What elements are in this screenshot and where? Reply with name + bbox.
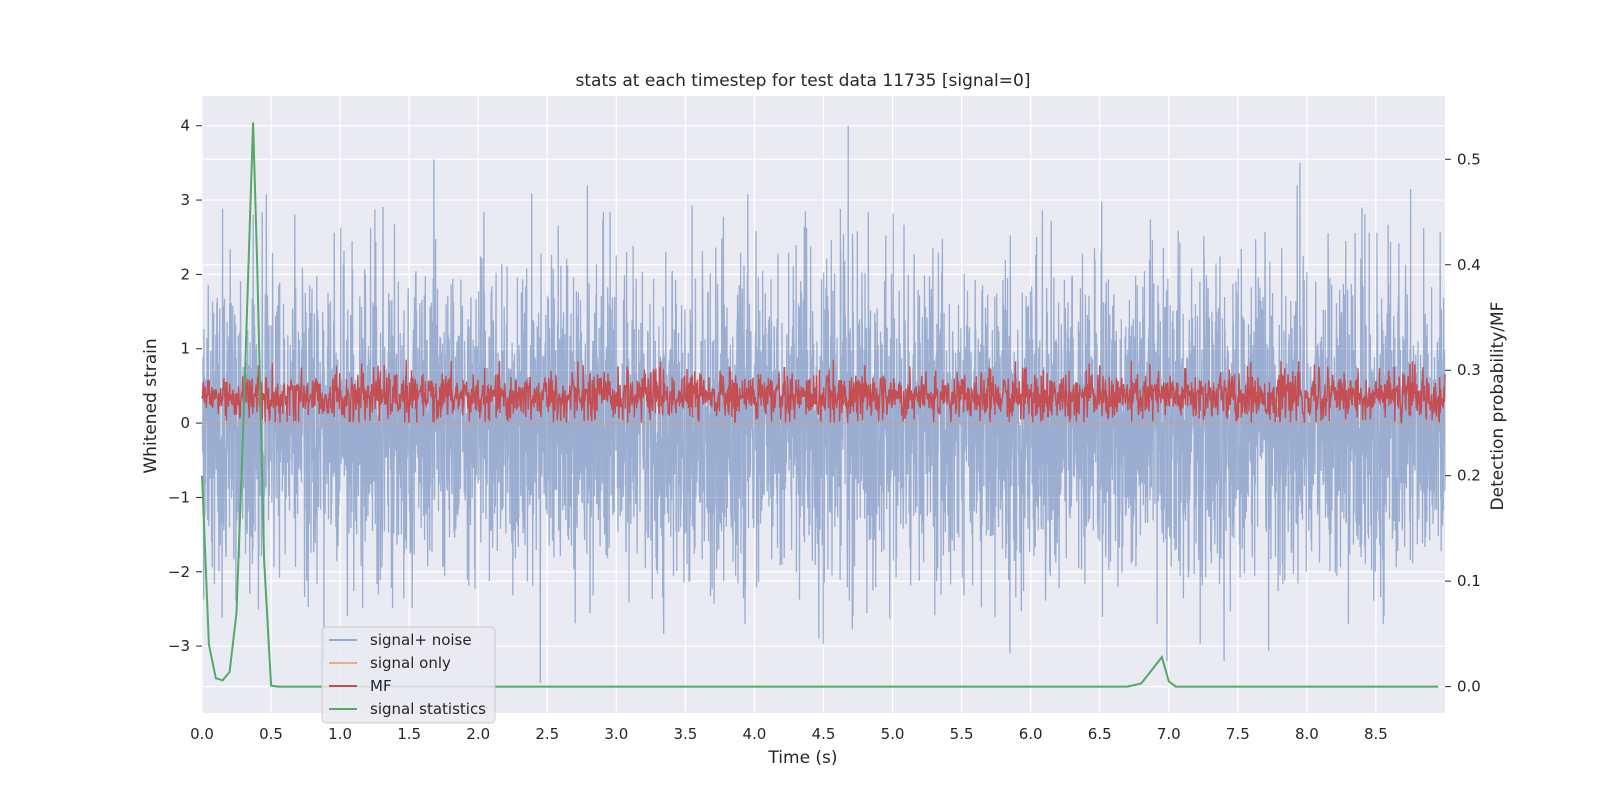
y-tick-label-right: 0.0	[1457, 678, 1481, 696]
x-tick-label: 7.5	[1226, 725, 1250, 743]
x-tick-label: 2.0	[466, 725, 490, 743]
y-tick-label-right: 0.5	[1457, 150, 1481, 168]
y-tick-label-left: 2	[180, 265, 190, 283]
x-tick-label: 5.5	[950, 725, 974, 743]
legend-label-mf: MF	[370, 677, 392, 695]
legend-label-signal-statistics: signal statistics	[370, 700, 486, 718]
y-axis-right-label: Detection probability/MF	[1488, 302, 1508, 511]
x-tick-label: 0.5	[259, 725, 283, 743]
series-signal-statistics	[201, 122, 1439, 688]
x-tick-label: 0.0	[190, 725, 214, 743]
y-tick-label-left: 1	[180, 340, 190, 358]
y-axis-left-label: Whitened strain	[141, 338, 161, 473]
y-tick-label-right: 0.2	[1457, 467, 1481, 485]
y-tick-label-left: 3	[180, 191, 190, 209]
line-signal-noise	[201, 125, 1446, 684]
x-tick-label: 5.0	[881, 725, 905, 743]
legend: signal+ noise signal only MF signal stat…	[321, 626, 496, 724]
x-axis-label: Time (s)	[767, 748, 837, 768]
legend-label-signal-only: signal only	[370, 654, 451, 672]
y-tick-label-left: 4	[180, 117, 190, 135]
legend-box	[321, 626, 496, 724]
legend-label-signal-noise: signal+ noise	[370, 631, 472, 649]
y-axis-right-ticks: 0.5 0.4 0.3 0.2 0.1 0.0	[1445, 150, 1481, 696]
x-tick-label: 3.0	[604, 725, 628, 743]
x-tick-label: 1.0	[328, 725, 352, 743]
line-signal-statistics	[201, 122, 1439, 688]
y-tick-label-left: 0	[180, 414, 190, 432]
x-tick-label: 6.5	[1088, 725, 1112, 743]
x-tick-label: 3.5	[673, 725, 697, 743]
x-tick-label: 8.5	[1364, 725, 1388, 743]
y-axis-left-ticks: 4 3 2 1 0 −1 −2 −3	[168, 117, 202, 655]
line-mf	[201, 359, 1446, 425]
y-tick-label-left: −3	[168, 637, 190, 655]
y-tick-label-left: −1	[168, 488, 190, 506]
y-tick-label-left: −2	[168, 563, 190, 581]
x-tick-label: 8.0	[1295, 725, 1319, 743]
x-tick-label: 1.5	[397, 725, 421, 743]
series-signal-noise	[201, 125, 1446, 684]
x-axis-ticks: 0.0 0.5 1.0 1.5 2.0 2.5 3.0 3.5 4.0 4.5 5.0 5.5 6.0 6…	[190, 725, 1388, 743]
y-tick-label-right: 0.1	[1457, 572, 1481, 590]
chart-title: stats at each timestep for test data 117…	[576, 71, 1031, 91]
x-tick-label: 6.0	[1019, 725, 1043, 743]
x-tick-label: 7.0	[1157, 725, 1181, 743]
series-mf	[201, 359, 1446, 425]
x-tick-label: 2.5	[535, 725, 559, 743]
x-tick-label: 4.0	[743, 725, 767, 743]
x-tick-label: 4.5	[812, 725, 836, 743]
y-tick-label-right: 0.4	[1457, 256, 1481, 274]
y-tick-label-right: 0.3	[1457, 361, 1481, 379]
